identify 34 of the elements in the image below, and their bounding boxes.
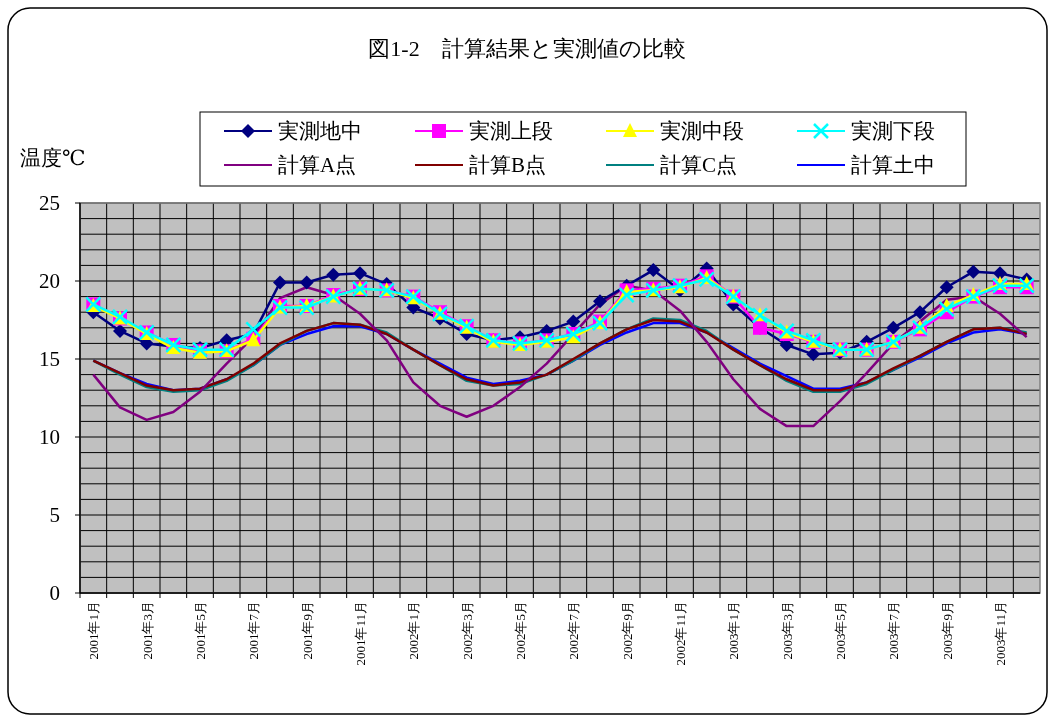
x-tick-label: 2001年9月	[299, 601, 315, 660]
y-tick-label: 25	[39, 191, 60, 215]
y-tick-label: 20	[39, 269, 60, 293]
x-tick-label: 2001年3月	[139, 601, 155, 660]
legend-label: 実測地中	[278, 119, 362, 143]
x-tick-label: 2002年1月	[406, 601, 422, 660]
x-tick-label: 2002年9月	[619, 601, 635, 660]
y-tick-label: 0	[49, 581, 60, 605]
y-tick-label: 5	[49, 503, 60, 527]
x-tick-label: 2001年5月	[193, 601, 208, 660]
legend-label: 計算C点	[660, 153, 738, 177]
y-axis-title: 温度℃	[20, 146, 86, 170]
x-tick-label: 2003年11月	[993, 601, 1008, 666]
x-tick-label: 2001年1月	[86, 601, 102, 660]
y-tick-label: 15	[39, 347, 60, 371]
chart-title: 図1-2 計算結果と実測値の比較	[368, 36, 686, 61]
x-tick-label: 2001年11月	[353, 601, 368, 666]
x-tick-label: 2003年9月	[939, 601, 955, 660]
x-tick-label: 2003年7月	[886, 601, 902, 660]
legend-label: 計算B点	[469, 153, 547, 177]
x-tick-label: 2003年3月	[779, 601, 795, 660]
x-tick-label: 2003年5月	[833, 601, 848, 660]
legend-label: 計算土中	[851, 153, 935, 177]
legend-label: 実測中段	[660, 119, 744, 143]
x-tick-label: 2002年7月	[566, 601, 582, 660]
x-tick-label: 2001年7月	[246, 601, 262, 660]
legend-label: 実測下段	[851, 119, 935, 143]
x-tick-label: 2003年1月	[726, 601, 742, 660]
x-tick-label: 2002年11月	[673, 601, 688, 666]
legend-label: 計算A点	[278, 153, 357, 177]
y-tick-label: 10	[39, 425, 60, 449]
x-tick-label: 2002年5月	[513, 601, 528, 660]
x-tick-label: 2002年3月	[459, 601, 475, 660]
legend-label: 実測上段	[469, 119, 553, 143]
